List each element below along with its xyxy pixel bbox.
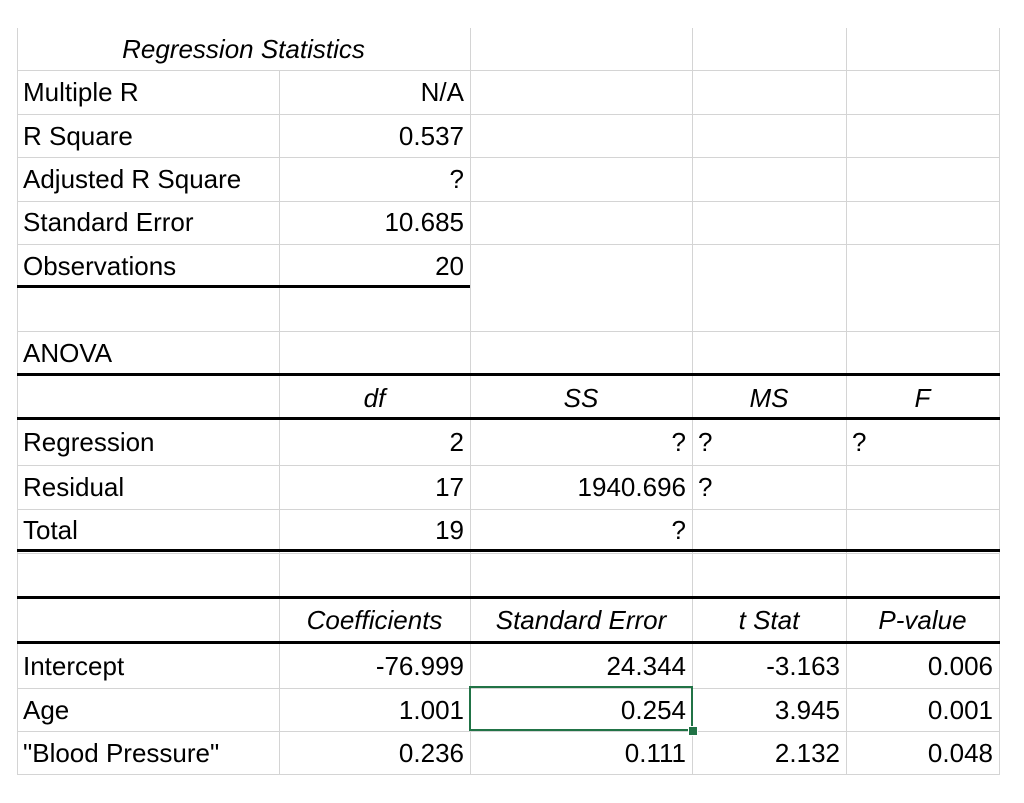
stat-value[interactable]: 10.685 — [384, 207, 464, 237]
gridline — [17, 28, 18, 774]
gridline — [692, 28, 693, 774]
anova-ms[interactable]: ? — [698, 472, 713, 502]
gridline — [999, 28, 1000, 774]
gridline — [470, 28, 471, 774]
coef-header-t-stat[interactable]: t Stat — [738, 605, 800, 635]
anova-row-label[interactable]: Residual — [23, 472, 125, 502]
active-cell-selection[interactable] — [469, 686, 693, 731]
coef-standard-error[interactable]: 0.254 — [620, 695, 686, 725]
coef-value[interactable]: 1.001 — [398, 695, 464, 725]
stat-label[interactable]: Multiple R — [23, 77, 139, 107]
anova-row-label[interactable]: Regression — [23, 427, 155, 457]
table-border — [17, 641, 1000, 644]
anova-header-f[interactable]: F — [914, 383, 931, 413]
anova-f[interactable]: ? — [852, 427, 867, 457]
stat-value[interactable]: ? — [449, 164, 464, 194]
gridline — [846, 28, 847, 774]
coef-standard-error[interactable]: 24.344 — [606, 651, 686, 681]
stat-label[interactable]: Adjusted R Square — [23, 164, 242, 194]
stat-label[interactable]: R Square — [23, 121, 133, 151]
gridline — [17, 465, 1000, 466]
coef-standard-error[interactable]: 0.111 — [624, 738, 686, 768]
anova-ms[interactable]: ? — [698, 427, 713, 457]
gridline — [17, 114, 1000, 115]
anova-title[interactable]: ANOVA — [23, 338, 113, 368]
coef-t-stat[interactable]: -3.163 — [766, 651, 840, 681]
gridline — [17, 553, 1000, 554]
table-border — [17, 549, 1000, 552]
coef-row-label[interactable]: "Blood Pressure" — [23, 738, 220, 768]
anova-ss[interactable]: 1940.696 — [577, 472, 686, 502]
coef-value[interactable]: -76.999 — [375, 651, 464, 681]
anova-df[interactable]: 17 — [435, 472, 464, 502]
stat-value[interactable]: 20 — [435, 251, 464, 281]
gridline — [17, 70, 1000, 71]
anova-header-ss[interactable]: SS — [563, 383, 599, 413]
anova-row-label[interactable]: Total — [23, 515, 78, 545]
stat-value[interactable]: N/A — [420, 77, 464, 107]
coef-value[interactable]: 0.236 — [398, 738, 464, 768]
gridline — [17, 244, 1000, 245]
anova-ss[interactable]: ? — [671, 427, 686, 457]
coef-p-value[interactable]: 0.006 — [927, 651, 993, 681]
stat-label[interactable]: Observations — [23, 251, 177, 281]
gridline — [17, 731, 1000, 732]
anova-ss[interactable]: ? — [671, 515, 686, 545]
gridline — [17, 201, 1000, 202]
gridline — [17, 688, 1000, 689]
table-border — [17, 373, 1000, 376]
table-border — [17, 285, 470, 288]
coef-t-stat[interactable]: 2.132 — [774, 738, 840, 768]
coef-header-p-value[interactable]: P-value — [878, 605, 967, 635]
table-border — [17, 417, 1000, 420]
anova-df[interactable]: 2 — [449, 427, 464, 457]
gridline — [279, 70, 280, 774]
fill-handle[interactable] — [688, 726, 698, 736]
anova-f[interactable] — [846, 466, 999, 508]
regression-statistics-header[interactable]: Regression Statistics — [122, 34, 365, 64]
coef-p-value[interactable]: 0.001 — [927, 695, 993, 725]
table-border — [17, 596, 1000, 599]
anova-header-ms[interactable]: MS — [749, 383, 789, 413]
gridline — [17, 509, 1000, 510]
gridline — [17, 774, 1000, 775]
anova-ms[interactable] — [692, 509, 846, 551]
coef-row-label[interactable]: Intercept — [23, 651, 125, 681]
gridline — [17, 157, 1000, 158]
coef-row-label[interactable]: Age — [23, 695, 70, 725]
anova-df[interactable]: 19 — [435, 515, 464, 545]
gridline — [17, 331, 1000, 332]
anova-header-df[interactable]: df — [363, 383, 386, 413]
coef-header-coefficients[interactable]: Coefficients — [306, 605, 443, 635]
coef-t-stat[interactable]: 3.945 — [774, 695, 840, 725]
stat-value[interactable]: 0.537 — [398, 121, 464, 151]
coef-p-value[interactable]: 0.048 — [927, 738, 993, 768]
anova-f[interactable] — [846, 509, 999, 551]
stat-label[interactable]: Standard Error — [23, 207, 194, 237]
coef-header-standard-error[interactable]: Standard Error — [495, 605, 667, 635]
